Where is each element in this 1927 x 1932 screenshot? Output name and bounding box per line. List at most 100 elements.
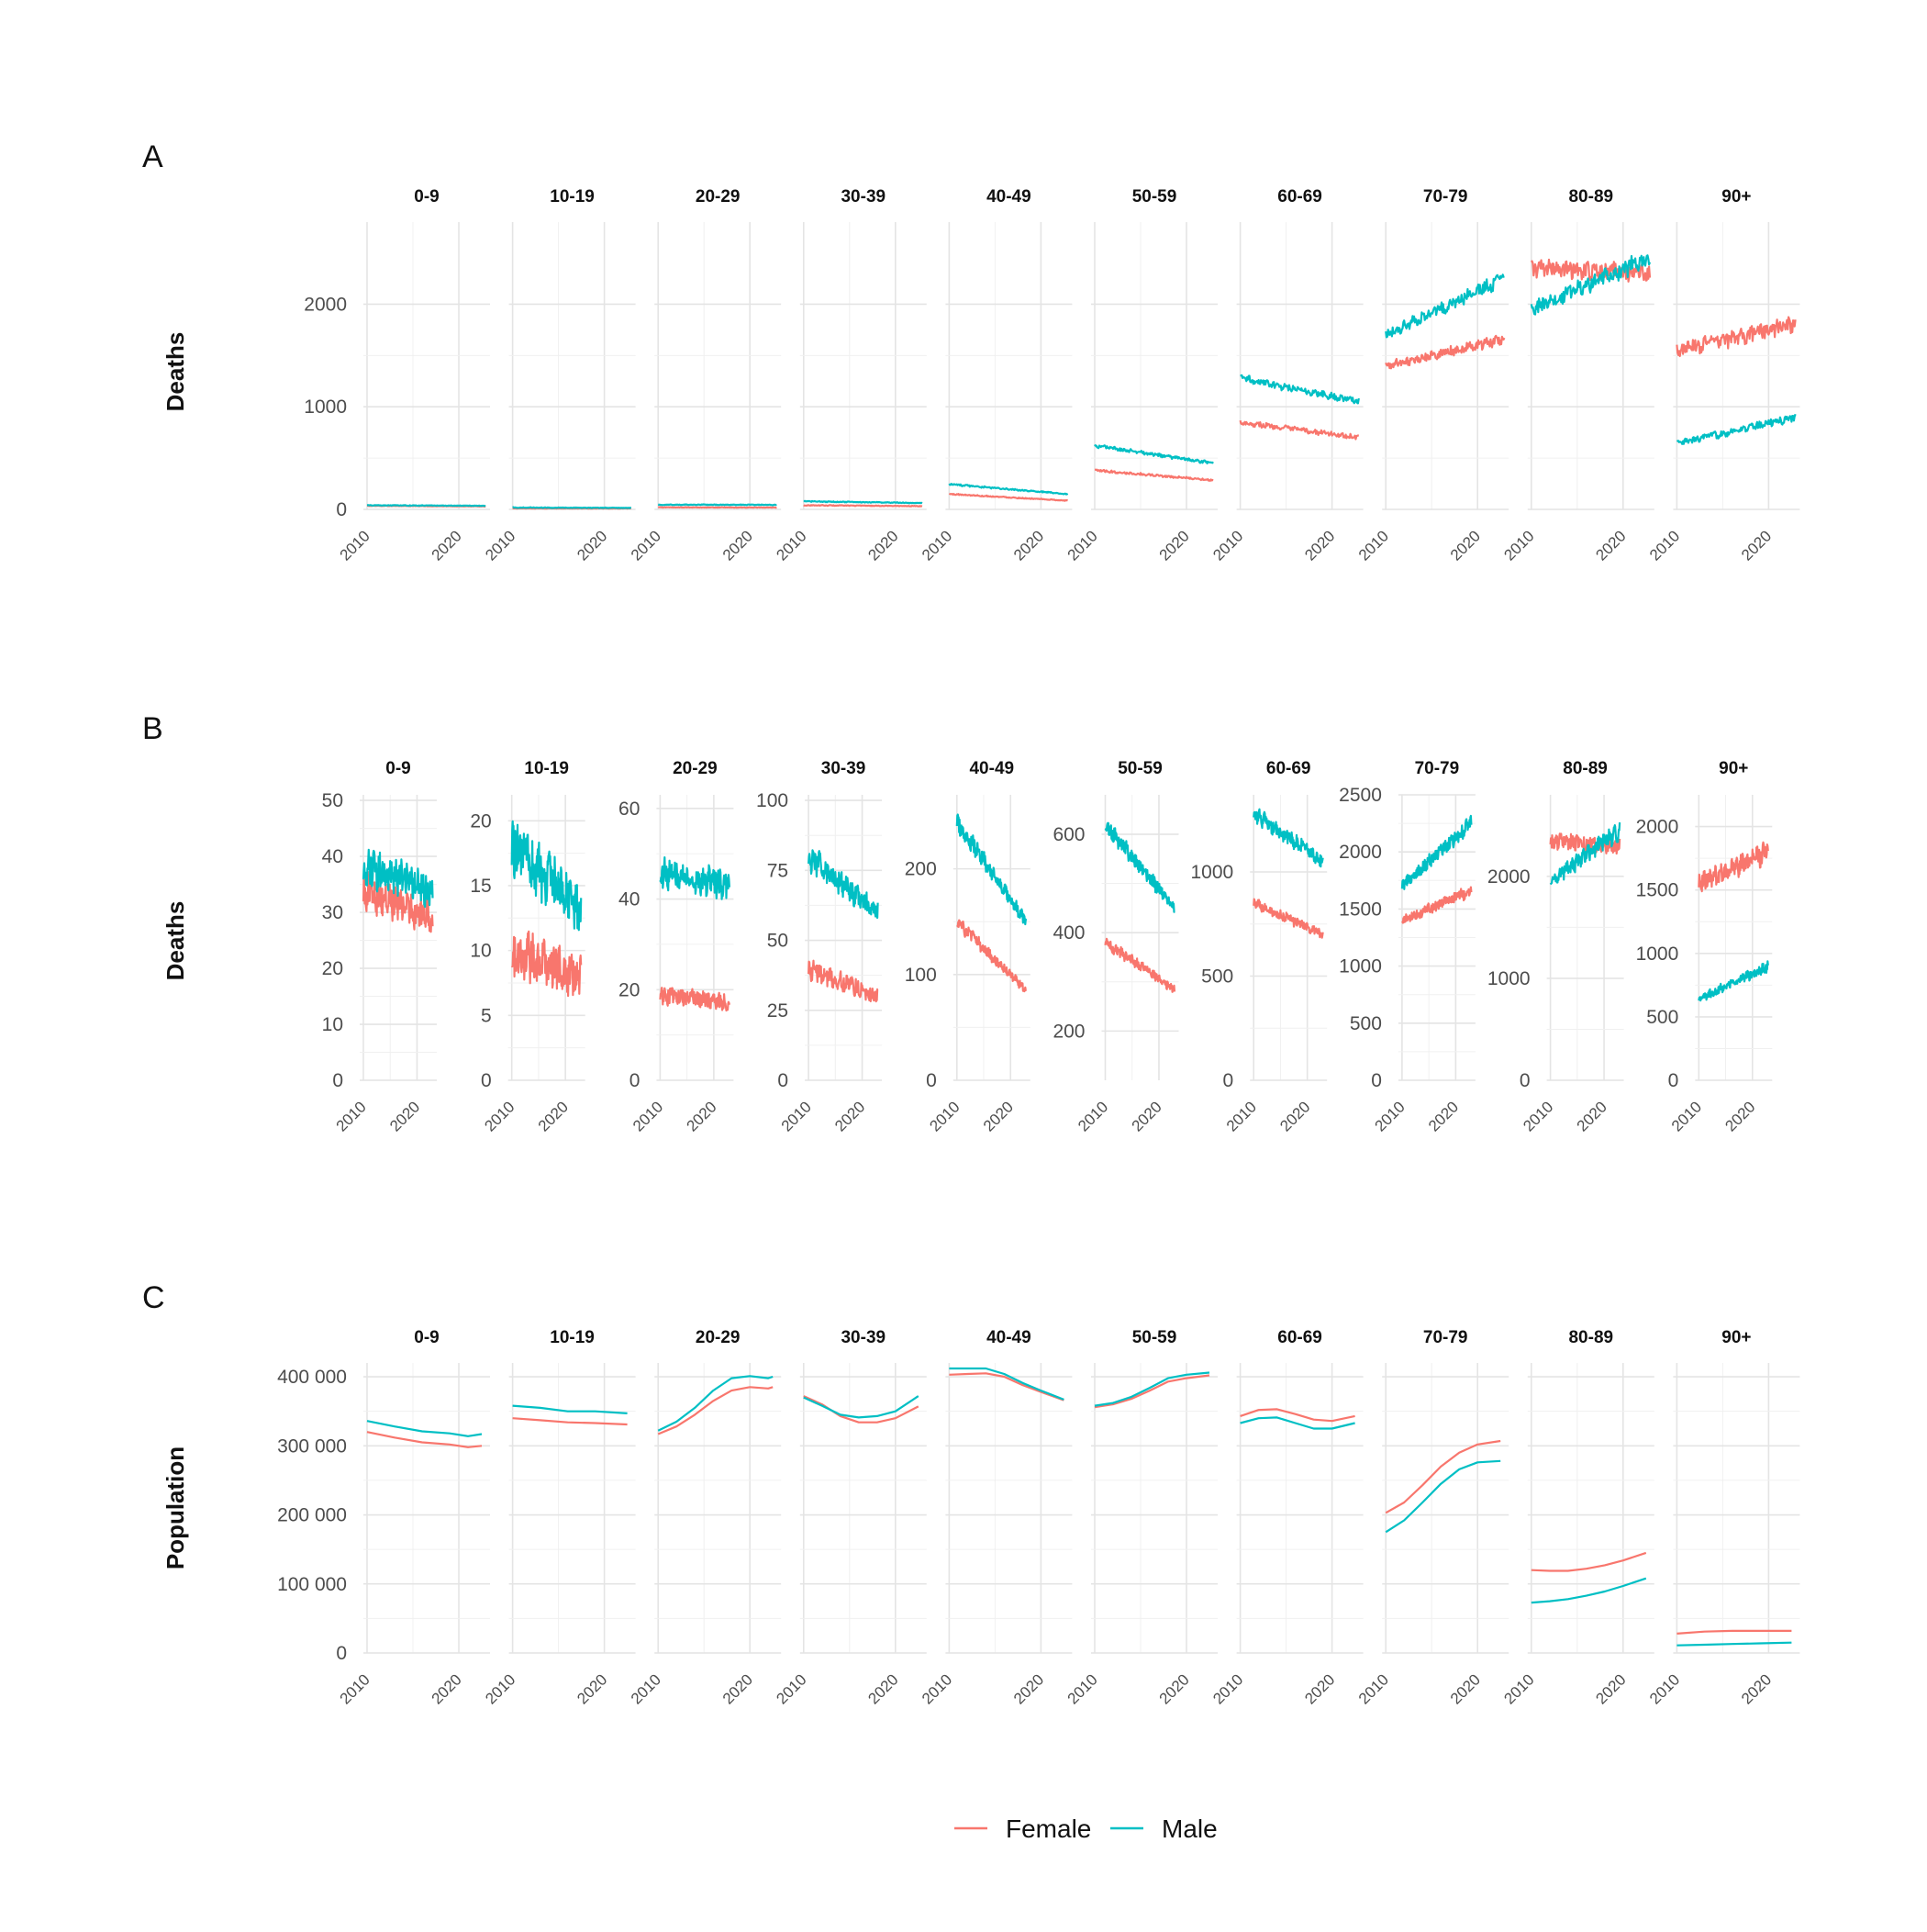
y-tick-label: 5	[481, 1005, 492, 1026]
x-tick-label: 2010	[773, 527, 809, 564]
y-tick-label: 20	[322, 958, 343, 979]
y-tick-label: 500	[1646, 1007, 1678, 1028]
x-tick-label: 2020	[1156, 1670, 1193, 1707]
series-line-female	[1240, 1408, 1355, 1423]
series-line-male	[512, 1404, 628, 1414]
x-tick-label: 2020	[719, 527, 756, 564]
x-tick-label: 2010	[1209, 1670, 1246, 1707]
facet-strip-label: 50-59	[1132, 187, 1177, 207]
y-tick-label: 100	[756, 790, 788, 811]
x-tick-label: 2010	[1064, 1670, 1101, 1707]
series-line-male	[1094, 1371, 1210, 1407]
facet-strip-label: 40-49	[986, 1328, 1031, 1347]
x-tick-label: 2010	[1646, 527, 1683, 564]
series-line-male	[803, 1395, 919, 1419]
y-tick-label: 100 000	[277, 1574, 347, 1595]
series-line-male	[1549, 822, 1621, 886]
series-line-male	[366, 1420, 483, 1437]
series-line-female	[659, 987, 730, 1012]
y-tick-label: 100	[905, 965, 937, 986]
facet-60-69: 60-69 2010 2020	[1209, 1328, 1364, 1708]
series-line-female	[1698, 841, 1769, 893]
y-tick-label: 0	[1668, 1070, 1679, 1091]
x-tick-label: 2010	[628, 527, 664, 564]
series-line-female	[949, 1372, 1064, 1402]
series-line-male	[1400, 814, 1473, 890]
y-tick-label: 50	[767, 931, 788, 952]
y-tick-label: 0	[629, 1070, 640, 1091]
x-tick-label: 2010	[1520, 1098, 1556, 1134]
x-tick-label: 2020	[429, 527, 465, 564]
facet-strip-label: 0-9	[385, 759, 410, 778]
y-tick-label: 200	[1053, 1021, 1085, 1042]
facet-20-29: 20-29 2010 2020	[628, 187, 782, 564]
y-tick-label: 1000	[1636, 944, 1679, 965]
series-line-male	[948, 483, 1069, 496]
y-tick-label: 1500	[1339, 899, 1382, 920]
x-tick-label: 2020	[1276, 1098, 1313, 1134]
y-tick-label: 500	[1201, 966, 1233, 987]
series-line-female	[1401, 886, 1473, 924]
x-tick-label: 2010	[778, 1098, 815, 1134]
facet-strip-label: 0-9	[414, 1328, 439, 1347]
series-line-female	[1253, 898, 1324, 939]
facet-0-9: 0-9 0 1000 2000 2010 2020	[304, 187, 490, 564]
y-tick-label: 20	[618, 979, 640, 1000]
y-tick-label: 15	[470, 876, 491, 897]
y-tick-label: 25	[767, 1000, 788, 1022]
y-tick-label: 1500	[1636, 880, 1679, 901]
series-line-male	[1698, 960, 1769, 1002]
y-tick-label: 0	[777, 1070, 788, 1091]
y-tick-label: 0	[336, 1643, 347, 1664]
x-tick-label: 2020	[535, 1098, 572, 1134]
series-line-male	[1676, 1641, 1792, 1647]
y-tick-label: 1000	[1339, 956, 1382, 977]
facet-strip-label: 10-19	[524, 759, 569, 778]
facet-strip-label: 80-89	[1568, 1328, 1613, 1347]
series-line-male	[1104, 821, 1175, 913]
y-tick-label: 1000	[304, 396, 347, 418]
series-line-male	[949, 1367, 1064, 1401]
x-tick-label: 2020	[1301, 1670, 1338, 1707]
facet-strip-label: 50-59	[1118, 759, 1163, 778]
series-line-female	[510, 930, 583, 998]
x-tick-label: 2010	[1223, 1098, 1260, 1134]
y-tick-label: 300 000	[277, 1435, 347, 1457]
x-tick-label: 2010	[628, 1670, 664, 1707]
x-tick-label: 2020	[1156, 527, 1193, 564]
panel-letter: A	[142, 140, 163, 174]
x-tick-label: 2020	[1425, 1098, 1462, 1134]
facet-strip-label: 10-19	[550, 187, 595, 207]
facet-50-59: 50-59 2010 2020	[1064, 187, 1218, 564]
facet-strip-label: 80-89	[1568, 187, 1613, 207]
series-line-female	[366, 1431, 483, 1448]
series-line-female	[512, 1417, 628, 1426]
series-line-female	[1094, 468, 1214, 482]
y-tick-label: 400 000	[277, 1367, 347, 1388]
series-line-male	[1530, 254, 1652, 316]
panel-letter: C	[142, 1280, 165, 1315]
facet-90+: 90+ 0 500 1000 1500 2000 2010 2020	[1636, 759, 1773, 1135]
facet-strip-label: 20-29	[696, 187, 741, 207]
series-line-male	[1253, 808, 1324, 868]
facet-strip-label: 70-79	[1423, 1328, 1468, 1347]
x-tick-label: 2020	[429, 1670, 465, 1707]
facet-80-89: 80-89 2010 2020	[1500, 187, 1654, 564]
x-tick-label: 2010	[773, 1670, 809, 1707]
facet-10-19: 10-19 0 5 10 15 20 2010 2020	[470, 759, 585, 1135]
series-line-female	[1385, 334, 1506, 370]
facet-30-39: 30-39 2010 2020	[773, 187, 927, 564]
x-tick-label: 2010	[482, 527, 518, 564]
series-line-female	[803, 1395, 919, 1424]
y-axis-title: Population	[162, 1446, 189, 1569]
x-tick-label: 2020	[1301, 527, 1338, 564]
series-line-male	[803, 499, 923, 505]
x-tick-label: 2020	[1447, 527, 1484, 564]
y-tick-label: 2500	[1339, 785, 1382, 806]
facet-strip-label: 90+	[1719, 759, 1748, 778]
series-line-male	[657, 503, 777, 507]
series-line-male	[1385, 274, 1505, 339]
y-tick-label: 200 000	[277, 1505, 347, 1526]
y-axis-title: Deaths	[162, 332, 189, 412]
